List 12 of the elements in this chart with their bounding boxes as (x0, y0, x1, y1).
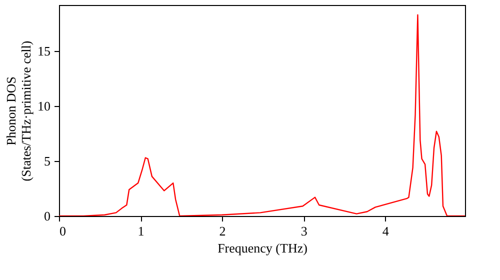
x-tick-label: 1 (138, 224, 144, 238)
y-tick-label: 15 (38, 44, 50, 59)
y-tick-label: 10 (38, 98, 50, 114)
x-tick-label: 3 (300, 224, 308, 238)
y-tick-label: 0 (44, 208, 50, 224)
x-tick-label: 2 (219, 224, 226, 238)
x-tick-label: 0 (60, 224, 66, 238)
y-axis-title: Phonon DOS (States/THz·primitive cell) (4, 40, 34, 182)
x-axis-title: Frequency (THz) (218, 240, 308, 256)
y-tick-label: 5 (44, 154, 50, 169)
x-tick-label: 4 (382, 224, 390, 238)
line-series (59, 14, 465, 216)
